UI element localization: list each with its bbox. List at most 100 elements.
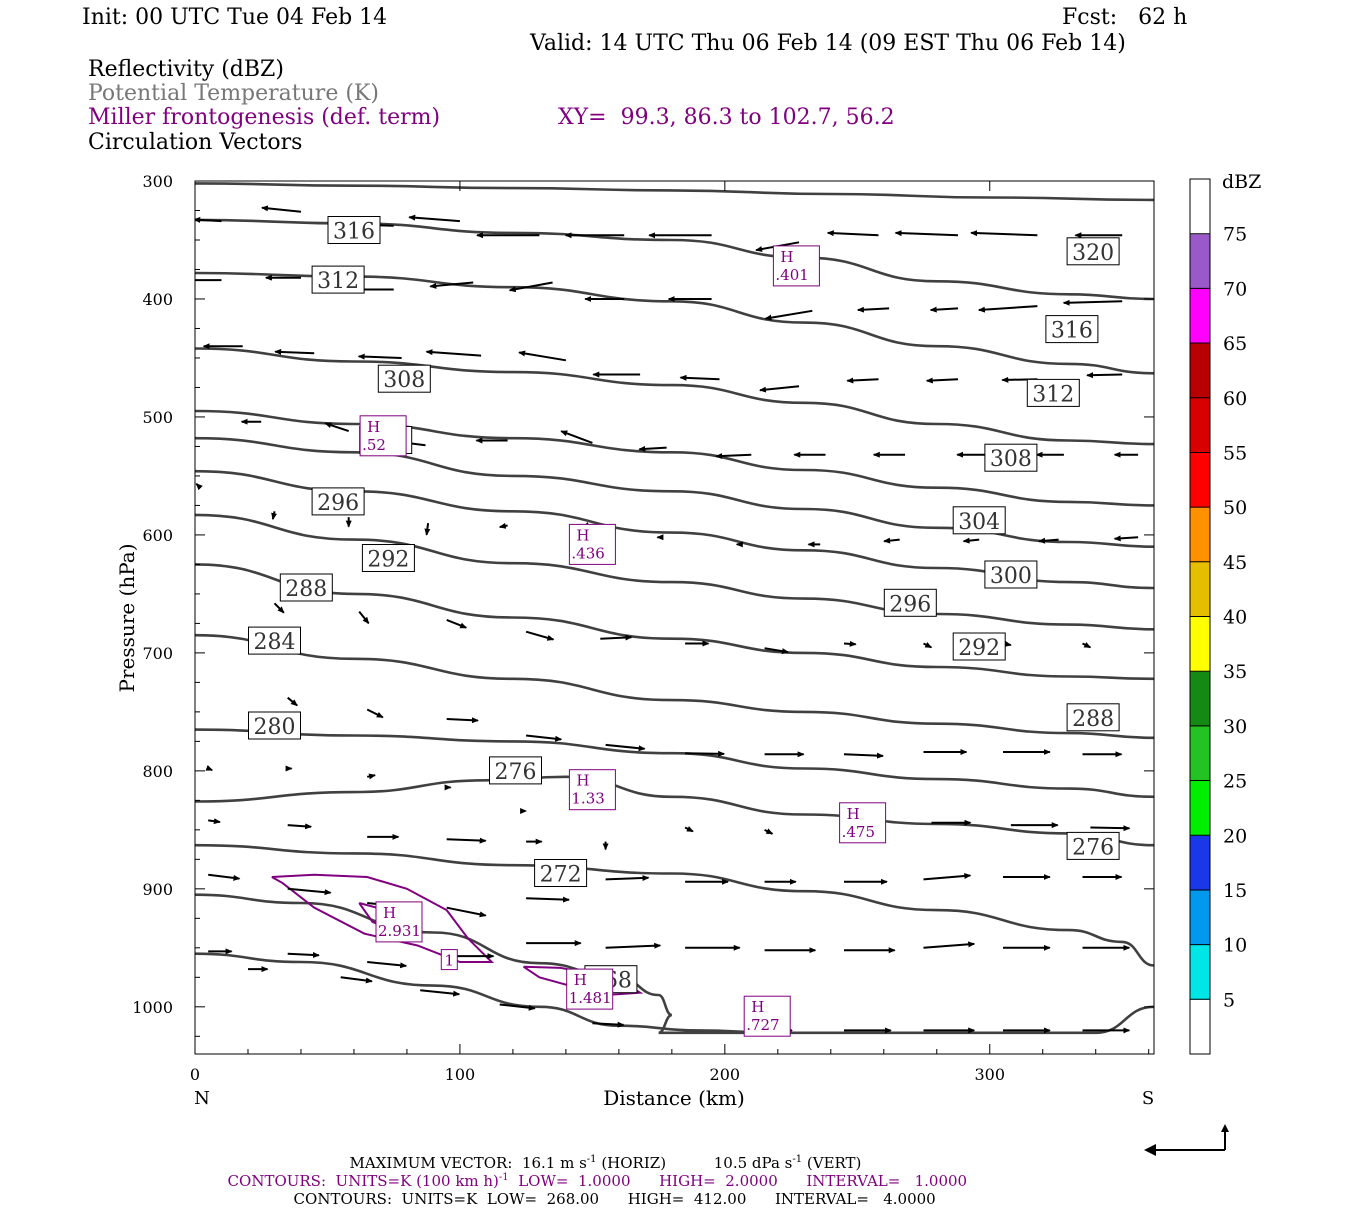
colorbar-tick-label: 40 (1223, 607, 1247, 629)
circulation-vector (679, 374, 720, 381)
y-axis-title: Pressure (hPa) (115, 544, 139, 693)
field-frontogenesis: Miller frontogenesis (def. term) (88, 105, 441, 130)
circulation-vector (498, 522, 508, 529)
frontogenesis-high-box (566, 968, 614, 1010)
frontogenesis-high-value: .436 (571, 544, 604, 562)
circulation-vector (843, 640, 857, 647)
isentrope-label-box (952, 506, 1006, 535)
y-tick-label: 500 (142, 408, 173, 427)
circulation-vector (925, 377, 959, 384)
circulation-vector (856, 306, 890, 313)
colorbar-tick-label: 20 (1223, 825, 1247, 847)
circulation-vector (600, 634, 633, 641)
colorbar-segment (1190, 725, 1210, 782)
circulation-vector (508, 281, 553, 293)
isentrope-label-box (1026, 378, 1080, 407)
colorbar-segment (1190, 944, 1210, 1000)
circulation-vector (759, 385, 800, 393)
isentrope-label: 316 (333, 220, 375, 245)
circulation-vector (195, 483, 203, 491)
y-tick-label: 700 (142, 644, 173, 663)
circulation-vector (638, 445, 667, 452)
max-vector-horiz-exponent: -1 (586, 1154, 597, 1165)
forecast-hour: Fcst: 62 h (1062, 5, 1188, 30)
isentrope-label-box (279, 573, 333, 602)
circulation-vector (518, 350, 567, 362)
isentrope-264 (195, 952, 778, 1035)
colorbar-tick-label: 30 (1223, 716, 1247, 738)
theta-contour-info: CONTOURS: UNITS=K LOW= 268.00 HIGH= 412.… (284, 1177, 936, 1207)
circulation-vector (1086, 372, 1123, 379)
circulation-vector (1038, 537, 1059, 544)
frontogenesis-contour-info: CONTOURS: UNITS=K (100 km h)-1 LOW= 1.00… (218, 1158, 968, 1190)
circulation-vector (358, 610, 370, 625)
circulation-vector (764, 647, 789, 655)
circulation-vector (287, 823, 313, 830)
isentrope-label: 292 (367, 548, 409, 573)
circulation-vector (977, 305, 1038, 313)
circulation-vector (526, 896, 570, 903)
circulation-vector (923, 873, 972, 881)
isentrope-label-box (1045, 315, 1099, 344)
fronto-interval: INTERVAL= 1.0000 (806, 1172, 968, 1190)
circulation-vector (1113, 535, 1139, 542)
x-axis-title: Distance (km) (603, 1086, 745, 1110)
isentrope-292 (195, 513, 1154, 631)
circulation-vector (208, 818, 221, 825)
circulation-vector (340, 976, 373, 984)
max-vector-line: MAXIMUM VECTOR: 16.1 m s-1 (HORIZ) 10.5 … (340, 1140, 862, 1172)
circulation-vector (525, 630, 555, 641)
isentrope-312 (195, 271, 1154, 375)
circulation-vector (446, 906, 487, 918)
colorbar-tick-label: 10 (1223, 935, 1247, 957)
isentrope-label-box (952, 632, 1006, 661)
isentrope-label: 316 (1051, 319, 1093, 344)
max-vector-vert-unit: (VERT) (806, 1154, 862, 1172)
isentrope-label-box (984, 560, 1038, 589)
circulation-vector (1062, 299, 1123, 306)
circulation-vector (287, 696, 298, 707)
circulation-vector (843, 752, 884, 759)
theta-units-low: CONTOURS: UNITS=K LOW= 268.00 (293, 1190, 600, 1208)
colorbar-segment (1190, 835, 1210, 891)
isentrope-320 (195, 182, 1154, 202)
frontogenesis-high-box (568, 523, 616, 565)
circulation-vector (883, 537, 900, 544)
isentrope-284 (195, 633, 1154, 740)
frontogenesis-high-box (568, 769, 616, 811)
x-tick-label: 300 (974, 1065, 1005, 1084)
max-vector-label: MAXIMUM VECTOR: (349, 1154, 513, 1172)
circulation-vector (408, 214, 460, 223)
circulation-vector (208, 873, 241, 881)
theta-high: HIGH= 412.00 (627, 1190, 747, 1208)
max-vector-horiz: 16.1 m s (521, 1154, 587, 1172)
frontogenesis-high-value: .727 (746, 1016, 779, 1034)
y-tick-label: 400 (142, 290, 173, 309)
frontogenesis-high-value: .52 (362, 436, 386, 454)
isentrope-268 (195, 893, 1154, 1035)
frontogenesis-high-box (839, 802, 887, 844)
y-tick-label: 800 (142, 762, 173, 781)
isentrope-label-box (883, 588, 937, 617)
reference-vector-icon (1144, 1124, 1229, 1156)
y-tick-label: 600 (142, 526, 173, 545)
circulation-vector (1082, 642, 1092, 649)
circulation-vector (367, 961, 408, 969)
isentrope-label: 296 (889, 592, 931, 617)
fronto-units: CONTOURS: UNITS=K (100 km h) (227, 1172, 499, 1190)
plot-frame (194, 180, 1155, 1055)
y-tick-label: 900 (142, 880, 173, 899)
circulation-vector (446, 717, 479, 724)
circulation-vector (274, 348, 315, 355)
frontogenesis-high-value: .401 (775, 266, 808, 284)
colorbar-tick-label: 75 (1223, 224, 1247, 246)
colorbar-tick-label: 70 (1223, 278, 1247, 300)
isentrope-label: 288 (285, 577, 327, 602)
circulation-vector (366, 708, 384, 719)
isentrope-label: 296 (317, 491, 359, 516)
circulation-vector (605, 875, 650, 882)
max-vector-vert: 10.5 dPa s (713, 1154, 793, 1172)
colorbar-segment (1190, 233, 1210, 289)
fronto-units-exponent: -1 (498, 1172, 509, 1183)
south-end-label: S (1142, 1088, 1154, 1109)
